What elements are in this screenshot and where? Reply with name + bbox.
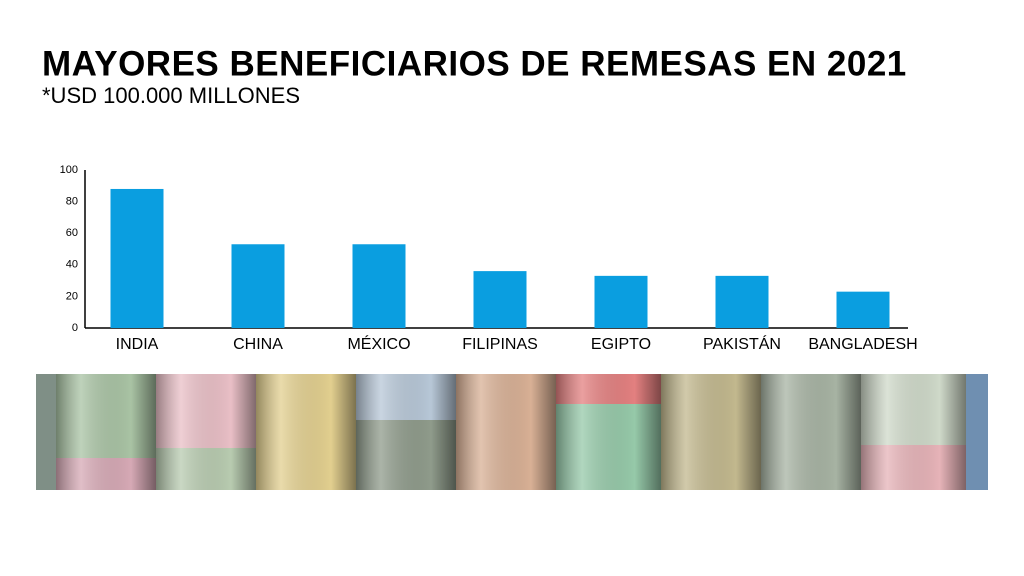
y-tick-label: 40 bbox=[66, 259, 78, 271]
note-roll bbox=[966, 374, 988, 490]
x-tick-label: BANGLADESH bbox=[808, 336, 917, 353]
roll-shade bbox=[356, 374, 456, 490]
roll-shade bbox=[761, 374, 861, 490]
bar bbox=[836, 291, 890, 328]
chart-title: MAYORES BENEFICIARIOS DE REMESAS EN 2021 bbox=[42, 44, 907, 83]
roll-shade bbox=[156, 374, 256, 490]
roll-shade bbox=[256, 374, 356, 490]
y-tick-label: 80 bbox=[66, 196, 78, 208]
roll-shade bbox=[56, 374, 156, 490]
chart-subtitle: *USD 100.000 MILLONES bbox=[42, 83, 300, 108]
y-tick-label: 20 bbox=[66, 290, 78, 302]
banknote-banner bbox=[36, 374, 988, 490]
roll-shade bbox=[456, 374, 556, 490]
x-tick-label: MÉXICO bbox=[347, 334, 410, 353]
y-tick-label: 60 bbox=[66, 227, 78, 239]
bar bbox=[110, 188, 164, 328]
y-tick-label: 0 bbox=[72, 322, 78, 334]
roll-shade bbox=[556, 374, 661, 490]
y-tick-label: 100 bbox=[60, 164, 78, 176]
bar bbox=[715, 275, 769, 328]
bar bbox=[352, 244, 406, 328]
bar bbox=[594, 275, 648, 328]
x-tick-label: CHINA bbox=[233, 336, 283, 353]
bar bbox=[231, 244, 285, 328]
x-tick-label: FILIPINAS bbox=[462, 336, 538, 353]
bar bbox=[473, 271, 527, 328]
x-tick-label: INDIA bbox=[116, 336, 159, 353]
x-tick-label: PAKISTÁN bbox=[703, 334, 781, 353]
x-tick-label: EGIPTO bbox=[591, 336, 651, 353]
roll-shade bbox=[861, 374, 966, 490]
note-roll bbox=[36, 374, 56, 490]
roll-shade bbox=[661, 374, 761, 490]
